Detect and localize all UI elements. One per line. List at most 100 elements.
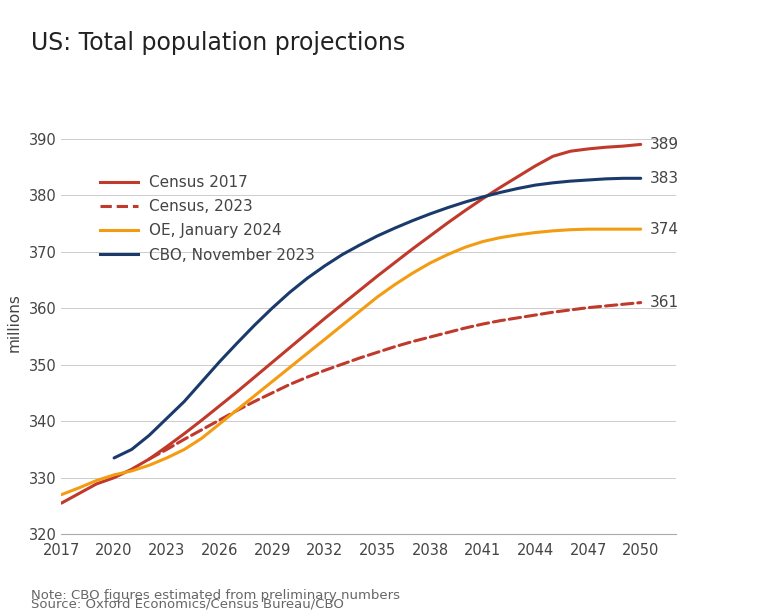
Census 2017 bbox=[461, 207, 470, 214]
Census, 2023 bbox=[443, 329, 452, 336]
Text: 374: 374 bbox=[650, 222, 678, 236]
Text: Source: Oxford Economics/Census Bureau/CBO: Source: Oxford Economics/Census Bureau/C… bbox=[31, 598, 343, 611]
CBO, November 2023 bbox=[197, 378, 207, 386]
OE, January 2024 bbox=[57, 491, 66, 499]
CBO, November 2023 bbox=[372, 232, 382, 239]
OE, January 2024 bbox=[636, 225, 645, 233]
Census 2017 bbox=[408, 245, 417, 252]
CBO, November 2023 bbox=[338, 251, 347, 258]
CBO, November 2023 bbox=[425, 210, 435, 217]
Census, 2023 bbox=[513, 314, 522, 322]
OE, January 2024 bbox=[338, 322, 347, 329]
Census 2017 bbox=[180, 430, 189, 437]
Census, 2023 bbox=[461, 324, 470, 332]
Census, 2023 bbox=[478, 321, 488, 328]
CBO, November 2023 bbox=[443, 204, 452, 211]
CBO, November 2023 bbox=[162, 414, 171, 422]
OE, January 2024 bbox=[531, 229, 540, 236]
Text: 389: 389 bbox=[650, 137, 679, 152]
CBO, November 2023 bbox=[233, 340, 242, 347]
Census 2017 bbox=[320, 315, 329, 322]
OE, January 2024 bbox=[618, 225, 627, 233]
CBO, November 2023 bbox=[495, 188, 505, 196]
OE, January 2024 bbox=[601, 225, 611, 233]
Census, 2023 bbox=[408, 338, 417, 345]
CBO, November 2023 bbox=[110, 454, 119, 462]
Census 2017 bbox=[144, 456, 154, 463]
Line: Census 2017: Census 2017 bbox=[61, 144, 641, 503]
OE, January 2024 bbox=[267, 378, 276, 386]
Census, 2023 bbox=[495, 317, 505, 324]
Y-axis label: millions: millions bbox=[7, 293, 22, 352]
OE, January 2024 bbox=[303, 350, 312, 357]
Census, 2023 bbox=[320, 367, 329, 374]
CBO, November 2023 bbox=[548, 179, 558, 187]
CBO, November 2023 bbox=[144, 432, 154, 439]
Census 2017 bbox=[425, 232, 435, 239]
Census, 2023 bbox=[356, 354, 365, 362]
CBO, November 2023 bbox=[180, 398, 189, 405]
Census 2017 bbox=[356, 287, 365, 294]
CBO, November 2023 bbox=[601, 175, 611, 182]
Census, 2023 bbox=[566, 306, 575, 314]
OE, January 2024 bbox=[162, 454, 171, 462]
CBO, November 2023 bbox=[408, 217, 417, 224]
CBO, November 2023 bbox=[267, 305, 276, 312]
Census, 2023 bbox=[636, 299, 645, 306]
Census 2017 bbox=[57, 499, 66, 507]
CBO, November 2023 bbox=[285, 289, 294, 296]
Census 2017 bbox=[338, 301, 347, 308]
Census, 2023 bbox=[197, 426, 207, 433]
CBO, November 2023 bbox=[356, 241, 365, 249]
Census 2017 bbox=[267, 359, 276, 366]
Census 2017 bbox=[636, 141, 645, 148]
Census 2017 bbox=[601, 144, 611, 151]
Census, 2023 bbox=[584, 304, 593, 311]
Census 2017 bbox=[566, 147, 575, 155]
Census 2017 bbox=[197, 416, 207, 424]
Census, 2023 bbox=[285, 381, 294, 388]
Census 2017 bbox=[531, 162, 540, 169]
Census 2017 bbox=[162, 443, 171, 450]
Census 2017 bbox=[285, 344, 294, 351]
Line: CBO, November 2023: CBO, November 2023 bbox=[114, 178, 641, 458]
Census 2017 bbox=[92, 480, 101, 488]
Census, 2023 bbox=[250, 398, 259, 405]
CBO, November 2023 bbox=[584, 176, 593, 184]
OE, January 2024 bbox=[215, 421, 224, 428]
OE, January 2024 bbox=[144, 462, 154, 469]
Line: Census, 2023: Census, 2023 bbox=[149, 303, 641, 459]
Text: US: Total population projections: US: Total population projections bbox=[31, 31, 405, 55]
CBO, November 2023 bbox=[531, 181, 540, 188]
Census, 2023 bbox=[390, 343, 399, 351]
Census, 2023 bbox=[601, 302, 611, 309]
CBO, November 2023 bbox=[390, 224, 399, 231]
OE, January 2024 bbox=[356, 308, 365, 315]
OE, January 2024 bbox=[250, 392, 259, 400]
Census 2017 bbox=[478, 195, 488, 203]
Census 2017 bbox=[110, 474, 119, 481]
CBO, November 2023 bbox=[618, 174, 627, 182]
Census 2017 bbox=[443, 219, 452, 227]
OE, January 2024 bbox=[513, 231, 522, 238]
CBO, November 2023 bbox=[303, 274, 312, 282]
Census, 2023 bbox=[233, 407, 242, 414]
OE, January 2024 bbox=[92, 477, 101, 484]
OE, January 2024 bbox=[110, 471, 119, 478]
OE, January 2024 bbox=[320, 336, 329, 343]
OE, January 2024 bbox=[461, 244, 470, 251]
Census 2017 bbox=[250, 373, 259, 381]
Census, 2023 bbox=[531, 311, 540, 319]
OE, January 2024 bbox=[495, 234, 505, 241]
Census 2017 bbox=[372, 273, 382, 280]
Census 2017 bbox=[495, 184, 505, 191]
Census, 2023 bbox=[303, 373, 312, 381]
OE, January 2024 bbox=[548, 227, 558, 235]
OE, January 2024 bbox=[233, 406, 242, 414]
Census, 2023 bbox=[162, 446, 171, 453]
Census 2017 bbox=[233, 388, 242, 395]
Census 2017 bbox=[74, 490, 84, 497]
Census, 2023 bbox=[425, 333, 435, 341]
CBO, November 2023 bbox=[461, 198, 470, 206]
CBO, November 2023 bbox=[513, 185, 522, 192]
